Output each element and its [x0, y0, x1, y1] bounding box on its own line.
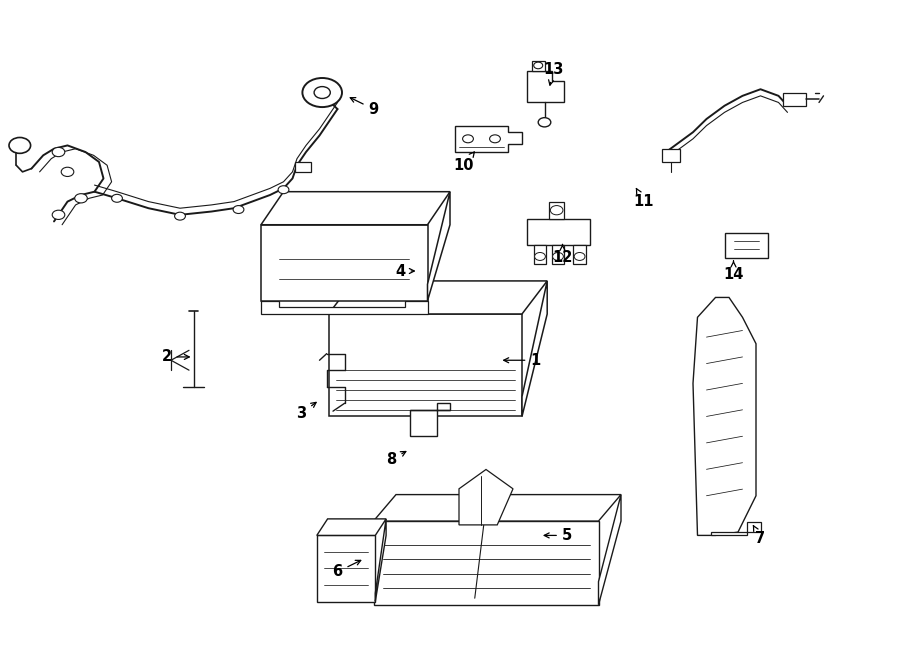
Circle shape — [278, 186, 289, 194]
Circle shape — [112, 194, 122, 202]
Polygon shape — [261, 192, 450, 225]
Polygon shape — [410, 403, 450, 436]
Circle shape — [52, 210, 65, 219]
Polygon shape — [261, 225, 428, 301]
Polygon shape — [261, 301, 428, 314]
Polygon shape — [532, 61, 544, 71]
Text: 6: 6 — [332, 561, 361, 579]
Polygon shape — [549, 202, 564, 219]
Circle shape — [463, 135, 473, 143]
Circle shape — [9, 137, 31, 153]
Circle shape — [490, 135, 500, 143]
Polygon shape — [317, 519, 386, 535]
Polygon shape — [295, 162, 310, 172]
Polygon shape — [328, 314, 522, 416]
Circle shape — [302, 78, 342, 107]
Polygon shape — [374, 521, 598, 605]
Polygon shape — [459, 469, 513, 525]
Circle shape — [574, 253, 585, 260]
Polygon shape — [724, 233, 768, 258]
Polygon shape — [328, 281, 547, 314]
Polygon shape — [662, 149, 680, 162]
Polygon shape — [573, 245, 586, 264]
Polygon shape — [711, 522, 760, 535]
Polygon shape — [552, 245, 564, 264]
Polygon shape — [428, 192, 450, 301]
Text: 8: 8 — [386, 451, 406, 467]
Text: 3: 3 — [296, 403, 316, 420]
Circle shape — [61, 167, 74, 176]
Polygon shape — [534, 245, 546, 264]
Polygon shape — [598, 494, 621, 605]
Polygon shape — [395, 284, 411, 294]
Polygon shape — [317, 535, 375, 602]
Circle shape — [535, 253, 545, 260]
Polygon shape — [522, 281, 547, 416]
Circle shape — [534, 62, 543, 69]
Text: 13: 13 — [544, 62, 563, 85]
Polygon shape — [693, 297, 756, 535]
Circle shape — [233, 206, 244, 214]
Text: 9: 9 — [350, 98, 379, 116]
Polygon shape — [526, 219, 590, 245]
Text: 11: 11 — [634, 188, 653, 209]
Text: 1: 1 — [504, 353, 541, 368]
Polygon shape — [526, 71, 564, 102]
Circle shape — [551, 206, 563, 215]
Polygon shape — [374, 494, 621, 521]
Circle shape — [538, 118, 551, 127]
Polygon shape — [368, 284, 384, 294]
Text: 4: 4 — [395, 264, 414, 278]
Text: 10: 10 — [454, 152, 474, 173]
Polygon shape — [454, 126, 522, 152]
Circle shape — [175, 212, 185, 220]
Polygon shape — [783, 93, 806, 106]
Polygon shape — [375, 519, 386, 602]
Text: 14: 14 — [724, 261, 743, 282]
Circle shape — [314, 87, 330, 98]
Circle shape — [553, 253, 563, 260]
Text: 5: 5 — [544, 528, 572, 543]
Text: 12: 12 — [553, 245, 572, 265]
Circle shape — [75, 194, 87, 203]
Text: 2: 2 — [161, 350, 189, 364]
Circle shape — [52, 147, 65, 157]
Text: 7: 7 — [753, 525, 766, 546]
